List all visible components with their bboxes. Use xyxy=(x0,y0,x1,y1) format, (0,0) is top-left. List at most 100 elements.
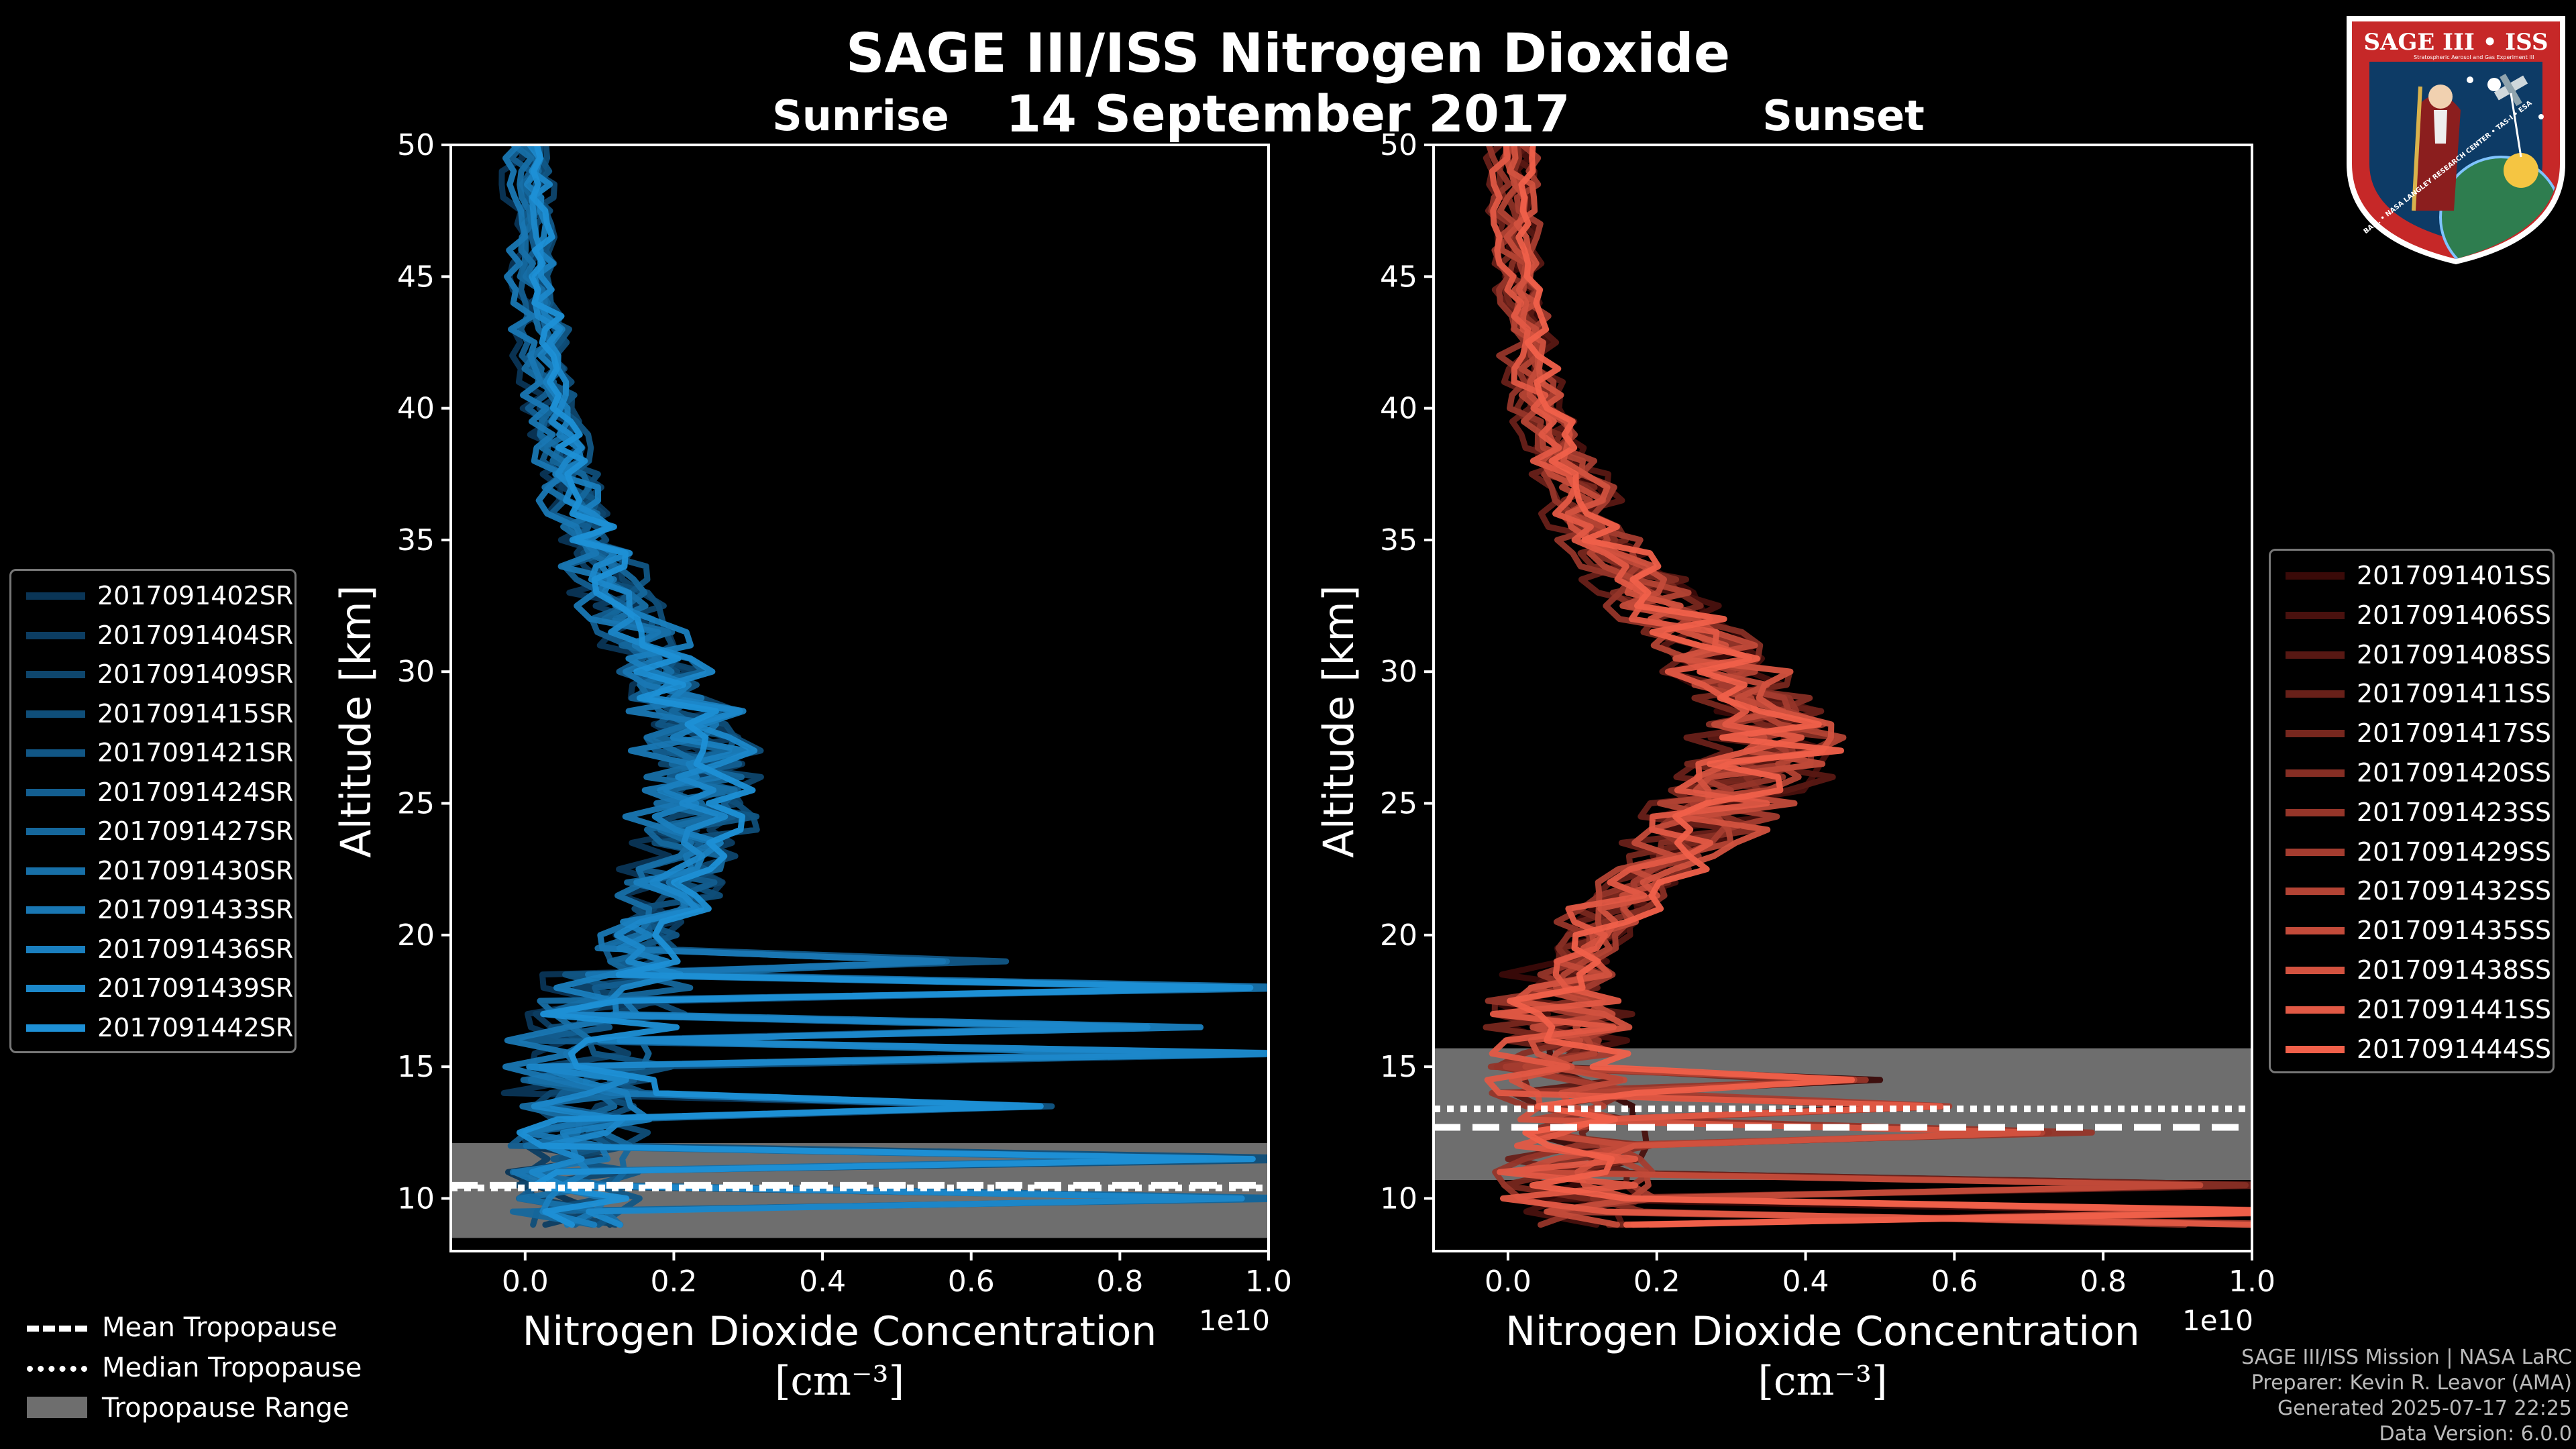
legend-label: 2017091435SS xyxy=(2357,916,2552,946)
legend-swatch xyxy=(26,945,85,953)
y-tick-label: 50 xyxy=(1380,128,1417,162)
legend-swatch xyxy=(26,867,85,875)
legend-label: 2017091402SR xyxy=(97,581,294,610)
x-tick-label: 0.0 xyxy=(1485,1265,1532,1299)
x-tick-label: 0.2 xyxy=(1633,1265,1680,1299)
legend-label: 2017091441SS xyxy=(2357,994,2552,1024)
gray-patch-swatch xyxy=(27,1397,87,1418)
y-tick-label: 45 xyxy=(1380,260,1417,294)
legend-swatch xyxy=(26,671,85,678)
credits-version: Data Version: 6.0.0 xyxy=(2379,1422,2572,1446)
legend-swatch xyxy=(26,1024,85,1032)
y-tick-label: 30 xyxy=(1380,655,1417,689)
legend-label: 2017091404SR xyxy=(97,620,294,650)
sunset-panel-title: Sunset xyxy=(1762,91,1925,140)
x-tick-label: 0.6 xyxy=(1931,1265,1978,1299)
legend-swatch xyxy=(26,749,85,757)
legend-swatch xyxy=(2286,690,2345,698)
x-tick-label: 0.8 xyxy=(2080,1265,2127,1299)
legend-swatch xyxy=(26,828,85,835)
legend-label: 2017091433SR xyxy=(97,895,294,924)
x-axis-units: [cm⁻³] xyxy=(775,1358,904,1405)
legend-swatch xyxy=(2286,730,2345,738)
tropopause-range-label: Tropopause Range xyxy=(102,1393,350,1424)
y-tick-label: 20 xyxy=(1380,918,1417,953)
x-tick-label: 0.4 xyxy=(799,1265,846,1299)
legend-label: 2017091409SR xyxy=(97,659,294,689)
sunrise-panel-title: Sunrise xyxy=(772,91,949,140)
x-tick-label: 0.2 xyxy=(650,1265,697,1299)
legend-swatch xyxy=(26,985,85,992)
legend-swatch xyxy=(26,631,85,639)
y-tick-label: 35 xyxy=(397,523,435,557)
credits-block: SAGE III/ISS Mission | NASA LaRC Prepare… xyxy=(2241,1345,2572,1447)
legend-label: 2017091408SS xyxy=(2357,639,2552,669)
series-line-2017091444SS xyxy=(1507,145,2252,1228)
legend-label: 2017091417SS xyxy=(2357,718,2552,749)
series-line-2017091433SR xyxy=(502,145,1233,1228)
legend-label: 2017091406SS xyxy=(2357,600,2552,630)
legend-swatch xyxy=(26,906,85,914)
y-tick-label: 10 xyxy=(1380,1181,1417,1216)
y-tick-label: 20 xyxy=(397,918,435,953)
x-axis-label: Nitrogen Dioxide Concentration xyxy=(523,1308,1157,1355)
figure-title: SAGE III/ISS Nitrogen Dioxide xyxy=(845,22,1731,85)
sunrise-panel: 10 15 20 25 30 35 40 45 50 0.0 0.2 0.4 0.6 0.8 1.0 1e10… xyxy=(331,128,1292,1405)
legend-label: 2017091415SR xyxy=(97,698,294,729)
x-scale-multiplier-label: 1e10 xyxy=(2182,1304,2253,1337)
legend-swatch xyxy=(2286,967,2345,974)
legend-label: 2017091432SS xyxy=(2357,876,2552,906)
legend-label: 2017091411SS xyxy=(2357,679,2552,709)
legend-label: 2017091438SS xyxy=(2357,955,2552,985)
legend-label: 2017091429SS xyxy=(2357,837,2552,867)
figure-date: 14 September 2017 xyxy=(1006,84,1570,144)
legend-label: 2017091423SS xyxy=(2357,797,2552,827)
y-tick-label: 30 xyxy=(397,655,435,689)
legend-label: 2017091420SS xyxy=(2357,758,2552,788)
y-tick-label: 15 xyxy=(1380,1050,1417,1084)
axes-frame xyxy=(449,144,1270,1252)
x-scale-multiplier-label: 1e10 xyxy=(1199,1304,1270,1337)
x-axis-units: [cm⁻³] xyxy=(1758,1358,1887,1405)
y-tick-label: 15 xyxy=(397,1050,435,1084)
sunset-panel: 10 15 20 25 30 35 40 45 50 0.0 0.2 0.4 0.6 0.8 1.0 1e10… xyxy=(1314,128,2275,1405)
legend-swatch xyxy=(2286,1006,2345,1014)
y-tick-label: 10 xyxy=(397,1181,435,1216)
sunset-legend: 2017091401SS 2017091406SS 2017091408SS 2017… xyxy=(2269,549,2555,1073)
credits-preparer: Preparer: Kevin R. Leavor (AMA) xyxy=(2251,1371,2572,1395)
legend-swatch xyxy=(2286,611,2345,619)
legend-swatch xyxy=(2286,769,2345,777)
x-tick-label: 0.8 xyxy=(1096,1265,1143,1299)
mean-tropopause-label: Mean Tropopause xyxy=(102,1312,337,1343)
sage-iii-iss-mission-badge-icon: SAGE III • ISS Stratospheric Aerosol and… xyxy=(2347,16,2565,264)
y-tick-label: 25 xyxy=(397,787,435,821)
y-axis-label: Altitude [km] xyxy=(1314,585,1363,858)
series-line-2017091442SR xyxy=(516,145,1256,1228)
median-tropopause-label: Median Tropopause xyxy=(102,1352,362,1383)
x-tick-label: 0.0 xyxy=(502,1265,549,1299)
legend-label: 2017091439SR xyxy=(97,973,294,1003)
legend-swatch xyxy=(2286,808,2345,816)
y-axis-label: Altitude [km] xyxy=(331,585,380,858)
axes-frame xyxy=(1432,144,2253,1252)
legend-label: 2017091401SS xyxy=(2357,561,2552,590)
legend-swatch xyxy=(2286,572,2345,580)
y-tick-label: 35 xyxy=(1380,523,1417,557)
y-tick-label: 40 xyxy=(1380,392,1417,426)
y-tick-label: 40 xyxy=(397,392,435,426)
legend-label: 2017091430SR xyxy=(97,855,294,885)
legend-swatch xyxy=(2286,888,2345,896)
credits-generated: Generated 2025-07-17 22:25 xyxy=(2277,1397,2572,1420)
y-tick-label: 50 xyxy=(397,128,435,162)
legend-label: 2017091442SR xyxy=(97,1012,294,1042)
y-tick-label: 25 xyxy=(1380,787,1417,821)
series-line-2017091441SS xyxy=(1484,145,2252,1228)
legend-label: 2017091427SR xyxy=(97,816,294,846)
svg-text:SAGE III • ISS: SAGE III • ISS xyxy=(2363,29,2548,56)
x-axis-label: Nitrogen Dioxide Concentration xyxy=(1505,1308,2140,1355)
sunrise-legend: 2017091402SR 2017091404SR 2017091409SR 2017… xyxy=(9,569,297,1053)
x-tick-label: 0.4 xyxy=(1782,1265,1829,1299)
x-tick-label: 0.6 xyxy=(948,1265,995,1299)
legend-swatch xyxy=(26,788,85,796)
x-tick-label: 1.0 xyxy=(2229,1265,2275,1299)
